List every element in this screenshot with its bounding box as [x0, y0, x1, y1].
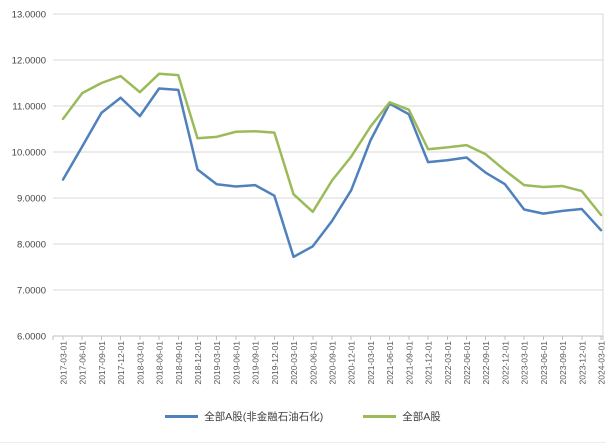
y-axis-tick-label: 6.0000	[17, 332, 46, 343]
x-axis-tick-label: 2021-06-01	[385, 341, 395, 385]
x-axis-tick-label: 2017-12-01	[116, 341, 126, 385]
x-axis-tick-label: 2021-12-01	[424, 341, 434, 385]
legend-label-series-2: 全部A股	[402, 409, 441, 424]
legend-item-series-2[interactable]: 全部A股	[363, 409, 441, 424]
x-axis-tick-label: 2023-03-01	[520, 341, 530, 385]
series-line-2[interactable]	[63, 74, 601, 215]
y-axis-tick-label: 11.0000	[12, 102, 46, 113]
y-axis-tick-label: 8.0000	[17, 240, 46, 251]
x-axis-tick-label: 2022-03-01	[443, 341, 453, 385]
x-axis-tick-label: 2023-12-01	[577, 341, 587, 385]
x-axis-tick-label: 2017-03-01	[59, 341, 69, 385]
legend-line-swatch-green	[363, 415, 396, 418]
x-axis-tick-label: 2020-06-01	[308, 341, 318, 385]
legend-label-series-1: 全部A股(非金融石油石化)	[204, 409, 323, 424]
x-axis-tick-label: 2019-06-01	[231, 341, 241, 385]
legend-item-series-1[interactable]: 全部A股(非金融石油石化)	[165, 409, 323, 424]
x-axis-tick-label: 2021-03-01	[366, 341, 376, 385]
series-line-1[interactable]	[63, 89, 601, 257]
chart-legend: 全部A股(非金融石油石化) 全部A股	[0, 409, 606, 424]
x-axis-tick-label: 2020-03-01	[289, 341, 299, 385]
x-axis-tick-label: 2022-09-01	[481, 341, 491, 385]
x-axis-tick-label: 2017-09-01	[97, 341, 107, 385]
x-axis-tick-label: 2023-06-01	[539, 341, 549, 385]
x-axis-tick-label: 2020-12-01	[347, 341, 357, 385]
x-axis-tick-label: 2023-09-01	[558, 341, 568, 385]
y-axis-tick-label: 7.0000	[17, 286, 46, 297]
x-axis-tick-label: 2019-03-01	[212, 341, 222, 385]
x-axis-tick-label: 2018-12-01	[193, 341, 203, 385]
y-axis-tick-label: 9.0000	[17, 194, 46, 205]
y-axis-tick-label: 12.0000	[12, 56, 46, 67]
y-axis-tick-label: 10.0000	[12, 148, 46, 159]
x-axis-tick-label: 2020-09-01	[328, 341, 338, 385]
y-axis-tick-label: 13.0000	[12, 10, 46, 21]
x-axis-tick-label: 2021-09-01	[404, 341, 414, 385]
x-axis-tick-label: 2018-09-01	[174, 341, 184, 385]
x-axis-tick-label: 2019-12-01	[270, 341, 280, 385]
x-axis-tick-label: 2022-12-01	[500, 341, 510, 385]
x-axis-tick-label: 2022-06-01	[462, 341, 472, 385]
x-axis-tick-label: 2017-06-01	[78, 341, 88, 385]
x-axis-tick-label: 2018-06-01	[155, 341, 165, 385]
x-axis-tick-label: 2018-03-01	[135, 341, 145, 385]
x-axis-tick-label: 2019-09-01	[251, 341, 261, 385]
legend-line-swatch-blue	[165, 415, 198, 418]
x-axis-tick-label: 2024-03-01	[597, 341, 606, 385]
